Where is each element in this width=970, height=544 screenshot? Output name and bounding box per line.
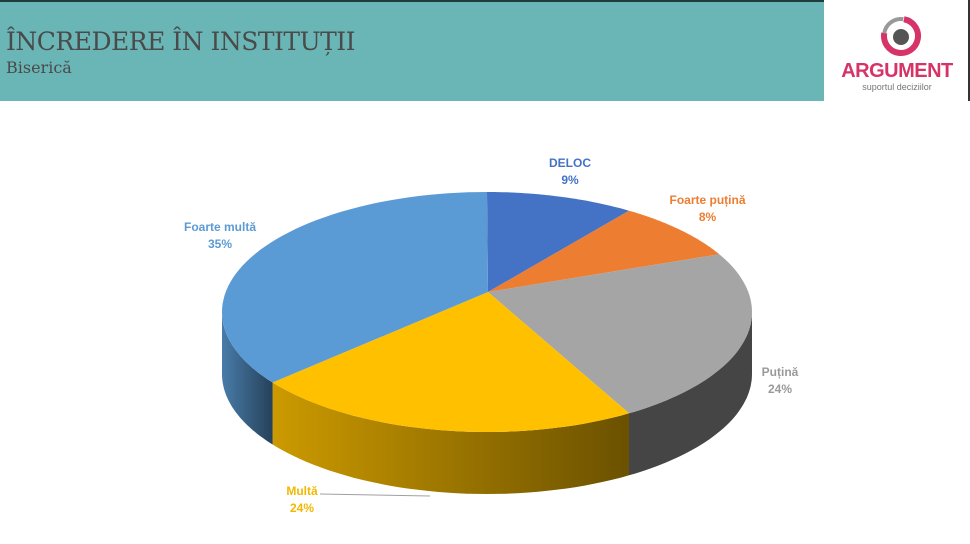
label-deloc-name: DELOC	[549, 156, 591, 170]
pie-slice-foarte-mult-[interactable]	[222, 192, 488, 383]
label-putina-value: 24%	[767, 382, 793, 396]
pie-sides	[222, 312, 752, 494]
page-title: ÎNCREDERE ÎN INSTITUȚII	[6, 27, 356, 56]
label-multa-value: 24%	[289, 501, 315, 515]
label-deloc-value: 9%	[561, 173, 579, 187]
header-banner: ÎNCREDERE ÎN INSTITUȚII Biserică	[0, 0, 824, 101]
label-foarte-putina-value: 8%	[698, 210, 717, 224]
label-foarte-putina: Foarte puțină 8%	[655, 192, 760, 226]
pie-side-mult-	[272, 382, 629, 494]
label-putina-name: Puțină	[761, 365, 799, 379]
logo: ARGUMENT suportul deciziilor	[824, 0, 970, 101]
top-border	[0, 0, 970, 2]
pie-slice-mult-[interactable]	[272, 292, 629, 432]
label-multa: Multă 24%	[272, 483, 332, 517]
label-foarte-multa-name: Foarte multă	[183, 220, 256, 234]
pie-side-foarte-mult-	[222, 312, 273, 445]
pie-slice-foarte-pu-in-[interactable]	[488, 210, 720, 292]
logo-wordmark: ARGUMENT	[841, 60, 953, 82]
pie-tops	[222, 192, 752, 432]
page-subtitle: Biserică	[6, 58, 72, 77]
logo-tagline: suportul deciziilor	[862, 82, 932, 92]
multa-leader-line	[319, 493, 431, 497]
logo-ring-icon	[881, 16, 921, 56]
right-border	[968, 0, 970, 101]
label-multa-name: Multă	[286, 484, 318, 498]
label-foarte-multa: Foarte multă 35%	[170, 219, 270, 253]
label-foarte-putina-name: Foarte puțină	[669, 193, 746, 207]
pie-slice-pu-in-[interactable]	[488, 254, 752, 414]
label-foarte-multa-value: 35%	[207, 237, 233, 251]
label-putina: Puțină 24%	[750, 364, 810, 398]
label-deloc: DELOC 9%	[530, 155, 610, 189]
pie-side-pu-in-	[629, 312, 752, 476]
pie-slice-deloc[interactable]	[487, 192, 629, 292]
